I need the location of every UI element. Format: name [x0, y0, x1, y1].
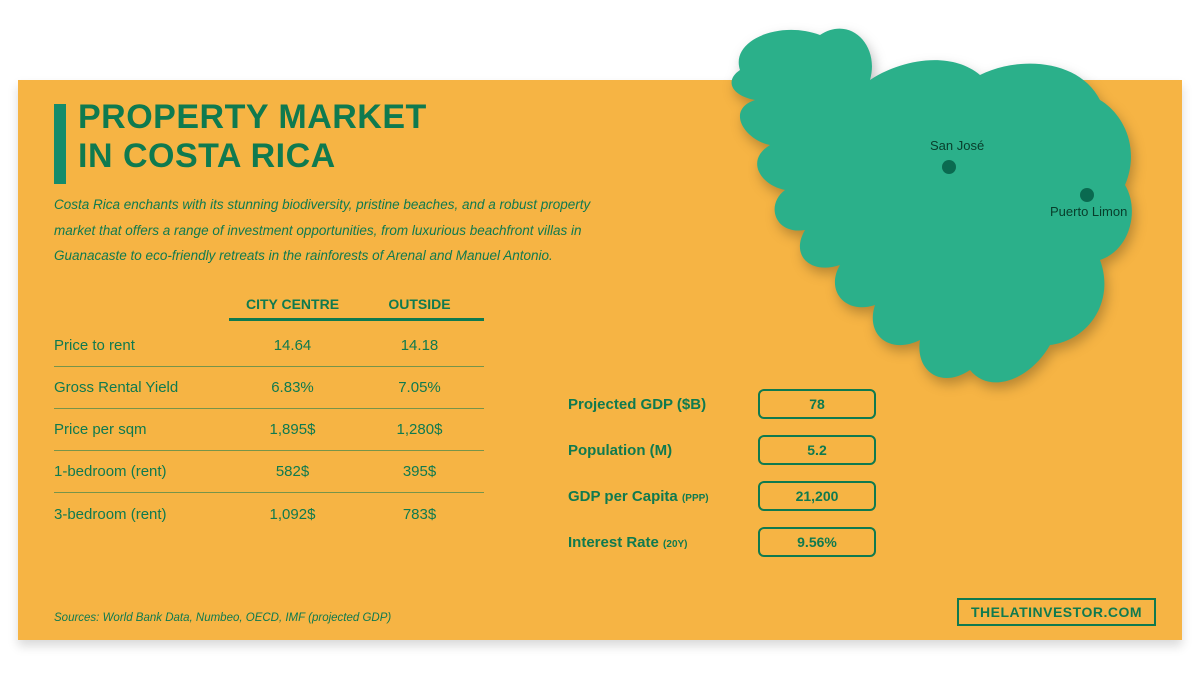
table-row: Price per sqm 1,895$ 1,280$ [54, 409, 484, 451]
stat-row: Population (M) 5.2 [568, 428, 876, 472]
stat-label: GDP per Capita (PPP) [568, 488, 758, 505]
row-label: 1-bedroom (rent) [54, 463, 229, 480]
stat-row: Interest Rate (20Y) 9.56% [568, 520, 876, 564]
title-line-2: IN COSTA RICA [78, 137, 336, 175]
row-centre: 1,092$ [229, 506, 356, 523]
row-outside: 395$ [356, 463, 483, 480]
row-centre: 582$ [229, 463, 356, 480]
row-centre: 14.64 [229, 337, 356, 354]
row-outside: 783$ [356, 506, 483, 523]
country-map: San José Puerto Limon [670, 0, 1200, 420]
table-row: Gross Rental Yield 6.83% 7.05% [54, 367, 484, 409]
page-title: PROPERTY MARKET IN COSTA RICA [78, 98, 427, 176]
table-header-blank [54, 296, 229, 312]
table-header-rule [229, 318, 484, 321]
row-label: Price per sqm [54, 421, 229, 438]
brand-badge: THELATINVESTOR.COM [957, 598, 1156, 626]
row-outside: 1,280$ [356, 421, 483, 438]
table-header: CITY CENTRE OUTSIDE [54, 296, 484, 318]
stat-value-box: 9.56% [758, 527, 876, 557]
row-label: Price to rent [54, 337, 229, 354]
row-label: Gross Rental Yield [54, 379, 229, 396]
title-line-1: PROPERTY MARKET [78, 98, 427, 136]
sources-text: Sources: World Bank Data, Numbeo, OECD, … [54, 612, 391, 624]
table-header-centre: CITY CENTRE [229, 296, 356, 312]
table-row: Price to rent 14.64 14.18 [54, 325, 484, 367]
description-text: Costa Rica enchants with its stunning bi… [54, 192, 614, 269]
table-row: 3-bedroom (rent) 1,092$ 783$ [54, 493, 484, 535]
stat-label: Interest Rate (20Y) [568, 534, 758, 551]
city-label-sanjose: San José [930, 138, 984, 153]
property-table: CITY CENTRE OUTSIDE Price to rent 14.64 … [54, 296, 484, 535]
table-row: 1-bedroom (rent) 582$ 395$ [54, 451, 484, 493]
row-label: 3-bedroom (rent) [54, 506, 229, 523]
city-dot-puertolimon [1080, 188, 1094, 202]
row-centre: 1,895$ [229, 421, 356, 438]
stat-value-box: 5.2 [758, 435, 876, 465]
city-dot-sanjose [942, 160, 956, 174]
stat-row: GDP per Capita (PPP) 21,200 [568, 474, 876, 518]
table-header-outside: OUTSIDE [356, 296, 483, 312]
city-label-puertolimon: Puerto Limon [1050, 204, 1127, 219]
row-outside: 7.05% [356, 379, 483, 396]
row-centre: 6.83% [229, 379, 356, 396]
stat-label: Population (M) [568, 442, 758, 459]
title-accent-bar [54, 104, 66, 184]
stat-value-box: 21,200 [758, 481, 876, 511]
row-outside: 14.18 [356, 337, 483, 354]
